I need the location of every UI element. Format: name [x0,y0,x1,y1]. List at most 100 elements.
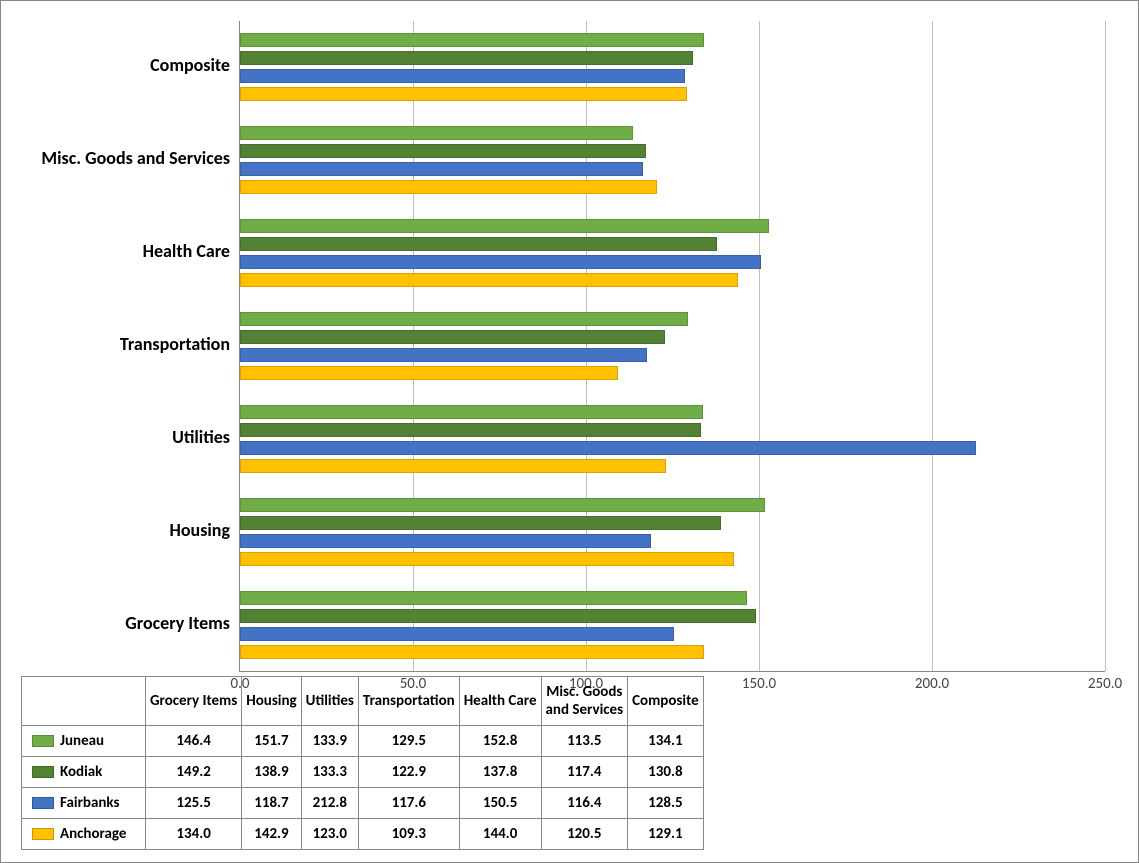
table-value-cell: 146.4 [146,726,242,757]
category-label: Misc. Goods and Services [20,149,230,169]
bar [240,552,734,566]
plot-area: 0.050.0100.0150.0200.0250.0CompositeMisc… [239,21,1105,672]
table-value-cell: 130.8 [628,757,704,788]
category-label: Grocery Items [20,614,230,634]
table-value-cell: 122.9 [358,757,459,788]
legend-swatch [32,735,54,747]
table-header-row: Grocery ItemsHousingUtilitiesTransportat… [22,677,704,726]
table-value-cell: 113.5 [541,726,628,757]
legend-swatch [32,766,54,778]
table-value-cell: 142.9 [242,819,301,850]
table-row: Fairbanks 125.5118.7212.8117.6150.5116.41… [22,788,704,819]
x-gridline [586,21,587,671]
table-value-cell: 117.4 [541,757,628,788]
category-label: Utilities [20,428,230,448]
bar [240,255,761,269]
category-label: Health Care [20,242,230,262]
table-value-cell: 120.5 [541,819,628,850]
table-value-cell: 117.6 [358,788,459,819]
table-value-cell: 137.8 [459,757,541,788]
table-series-cell: Kodiak [22,757,146,788]
table-series-cell: Juneau [22,726,146,757]
bar [240,423,701,437]
table-header-blank [22,677,146,726]
table-value-cell: 150.5 [459,788,541,819]
x-gridline [1105,21,1106,671]
legend-swatch [32,828,54,840]
table-column-header: Grocery Items [146,677,242,726]
bar [240,162,643,176]
bar [240,348,647,362]
bar [240,330,665,344]
bar [240,180,657,194]
table-value-cell: 129.1 [628,819,704,850]
x-tick-label: 250.0 [1088,675,1122,693]
bar [240,516,721,530]
table-value-cell: 123.0 [301,819,358,850]
data-table: Grocery ItemsHousingUtilitiesTransportat… [21,676,704,850]
series-name: Anchorage [60,825,126,843]
x-tick-label: 200.0 [915,675,949,693]
bar [240,366,618,380]
x-gridline [413,21,414,671]
x-tick-label: 150.0 [742,675,776,693]
legend-swatch [32,797,54,809]
bar [240,69,685,83]
table-series-cell: Fairbanks [22,788,146,819]
bar [240,126,633,140]
series-name: Kodiak [60,763,102,781]
table-value-cell: 129.5 [358,726,459,757]
table-column-header: Health Care [459,677,541,726]
table-value-cell: 116.4 [541,788,628,819]
bar [240,219,769,233]
table-column-header: Housing [242,677,301,726]
bar [240,87,687,101]
x-gridline [759,21,760,671]
bar [240,609,756,623]
table-value-cell: 109.3 [358,819,459,850]
bar [240,591,747,605]
category-label: Housing [20,521,230,541]
table-value-cell: 149.2 [146,757,242,788]
table-row: Anchorage 134.0142.9123.0109.3144.0120.51… [22,819,704,850]
table-value-cell: 212.8 [301,788,358,819]
series-name: Juneau [60,732,104,750]
x-gridline [932,21,933,671]
bar [240,51,693,65]
table-series-cell: Anchorage [22,819,146,850]
table-value-cell: 133.9 [301,726,358,757]
bar [240,645,704,659]
table-column-header: Composite [628,677,704,726]
bar [240,237,717,251]
table-value-cell: 125.5 [146,788,242,819]
table-row: Juneau 146.4151.7133.9129.5152.8113.5134.… [22,726,704,757]
table-column-header: Utilities [301,677,358,726]
table-value-cell: 152.8 [459,726,541,757]
table-column-header: Transportation [358,677,459,726]
table-value-cell: 128.5 [628,788,704,819]
bar [240,33,704,47]
series-name: Fairbanks [60,794,119,812]
table-value-cell: 133.3 [301,757,358,788]
bar [240,459,666,473]
table-value-cell: 134.0 [146,819,242,850]
category-label: Composite [20,56,230,76]
bar [240,312,688,326]
table-value-cell: 151.7 [242,726,301,757]
table-value-cell: 118.7 [242,788,301,819]
table-column-header-text: Misc. Goodsand Services [546,683,624,719]
table-row: Kodiak 149.2138.9133.3122.9137.8117.4130.… [22,757,704,788]
table-column-header: Misc. Goodsand Services [541,677,628,726]
bar [240,441,976,455]
category-label: Transportation [20,335,230,355]
table-value-cell: 144.0 [459,819,541,850]
table-value-cell: 138.9 [242,757,301,788]
bar [240,405,703,419]
bar [240,627,674,641]
chart-container: 0.050.0100.0150.0200.0250.0CompositeMisc… [0,0,1139,863]
bar [240,273,738,287]
bar [240,534,651,548]
bar [240,144,646,158]
table-value-cell: 134.1 [628,726,704,757]
bar [240,498,765,512]
